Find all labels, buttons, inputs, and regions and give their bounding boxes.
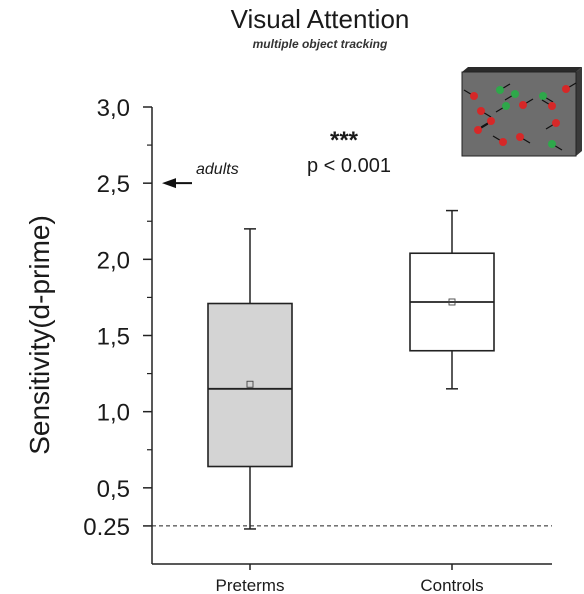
- x-tick-label: Preterms: [216, 576, 285, 594]
- y-axis-label: Sensitivity(d-prime): [24, 215, 55, 455]
- p-value-label: p < 0.001: [307, 155, 391, 177]
- chart-title: Visual Attention: [230, 4, 410, 34]
- red-dot: [499, 138, 507, 146]
- inset-side-edge: [576, 67, 582, 156]
- y-tick-label: 0,5: [97, 476, 130, 503]
- y-tick-label: 1,0: [97, 400, 130, 427]
- green-dot: [496, 86, 504, 94]
- significance-stars: ***: [330, 127, 359, 154]
- mean-marker: [448, 298, 456, 306]
- red-dot: [552, 119, 560, 127]
- y-tick-label: 2,5: [97, 171, 130, 198]
- red-dot: [519, 101, 527, 109]
- inset-stimulus-panel: [461, 71, 577, 157]
- red-dot: [474, 126, 482, 134]
- y-tick-label: 0.25: [83, 514, 130, 541]
- green-dot: [502, 102, 510, 110]
- x-tick-label: Controls: [420, 576, 483, 594]
- red-dot: [548, 102, 556, 110]
- y-tick-label: 1,5: [97, 324, 130, 351]
- red-dot: [562, 85, 570, 93]
- y-tick-label: 2,0: [97, 247, 130, 274]
- red-dot: [470, 92, 478, 100]
- green-dot: [511, 90, 519, 98]
- inset-top-edge: [462, 67, 582, 72]
- green-dot: [548, 140, 556, 148]
- green-dot: [539, 92, 547, 100]
- box-iqr: [207, 302, 293, 468]
- red-dot: [516, 133, 524, 141]
- red-dot: [487, 117, 495, 125]
- mean-marker: [246, 380, 254, 388]
- y-tick-label: 3,0: [97, 95, 130, 122]
- red-dot: [477, 107, 485, 115]
- adults-label: adults: [196, 161, 239, 178]
- adults-arrow-head: [162, 178, 176, 189]
- chart-subtitle: multiple object tracking: [252, 37, 388, 51]
